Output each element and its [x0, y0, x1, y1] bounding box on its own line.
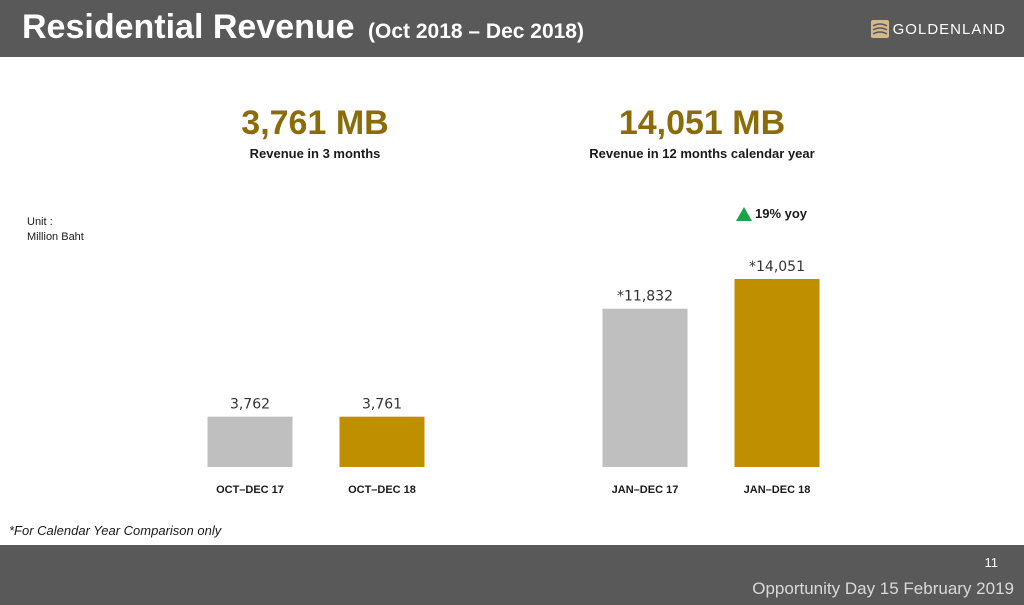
title-text: Residential Revenue	[22, 8, 355, 46]
slide-title: Residential Revenue (Oct 2018 – Dec 2018…	[22, 8, 584, 47]
bar-value-label: 3,762	[230, 397, 270, 413]
footer-bar: 11 Opportunity Day 15 February 2019	[0, 545, 1024, 605]
triangle-up-icon	[736, 206, 752, 221]
bar-jan-dec-18	[734, 279, 820, 467]
bar-oct-dec-17	[207, 416, 293, 467]
quarter-revenue-total: 3,761 MB	[241, 104, 389, 142]
bar-value-label: *14,051	[749, 259, 805, 275]
bar-oct-dec-18	[339, 416, 425, 467]
category-label: JAN–DEC 17	[612, 484, 679, 496]
event-label: Opportunity Day 15 February 2019	[752, 579, 1014, 598]
company-logo: GOLDENLAND	[870, 18, 1006, 40]
header-bar: Residential Revenue (Oct 2018 – Dec 2018…	[0, 0, 1024, 57]
footnote: *For Calendar Year Comparison only	[9, 523, 222, 538]
unit-value: Million Baht	[27, 231, 84, 243]
bar-jan-dec-17	[602, 308, 688, 467]
logo-mark-icon	[870, 20, 889, 38]
unit-label: Unit :	[27, 216, 53, 228]
logo-text: GOLDENLAND	[892, 20, 1006, 38]
page-number: 11	[984, 555, 999, 570]
annual-revenue-total: 14,051 MB	[618, 104, 786, 142]
bar-value-label: 3,761	[362, 397, 402, 413]
yoy-growth: 19% yoy	[736, 206, 807, 221]
category-label: JAN–DEC 18	[744, 484, 811, 496]
bar-value-label: *11,832	[617, 289, 673, 305]
yoy-growth-label: 19% yoy	[755, 206, 808, 221]
quarter-revenue-caption: Revenue in 3 months	[249, 146, 381, 161]
category-label: OCT–DEC 17	[216, 484, 284, 496]
unit-note: Unit : Million Baht	[27, 215, 84, 245]
category-label: OCT–DEC 18	[348, 484, 416, 496]
title-period: (Oct 2018 – Dec 2018)	[368, 20, 584, 43]
annual-revenue-caption: Revenue in 12 months calendar year	[589, 146, 815, 161]
